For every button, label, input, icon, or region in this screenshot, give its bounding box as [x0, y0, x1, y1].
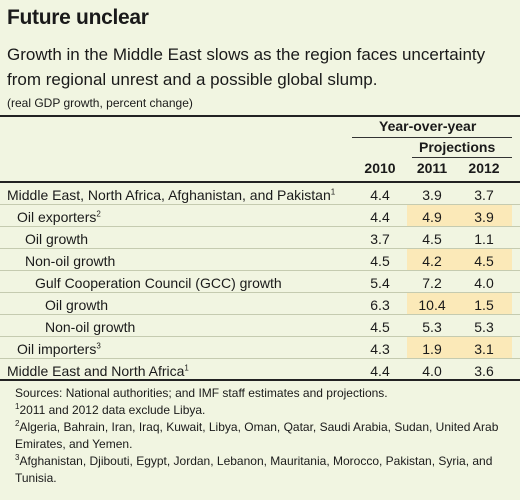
table-row: Non-oil growth 4.5 4.2 4.5 — [0, 249, 520, 271]
row-label: Non-oil growth — [25, 253, 116, 269]
footnote-2: 2Algeria, Bahrain, Iran, Iraq, Kuwait, L… — [15, 419, 499, 452]
value-2010: 4.4 — [370, 363, 390, 379]
header-rule — [0, 181, 520, 183]
value-2011: 1.9 — [422, 341, 442, 357]
table-row: Middle East, North Africa, Afghanistan, … — [0, 183, 520, 205]
footnote-1: 12011 and 2012 data exclude Libya. — [15, 402, 206, 418]
year-2012: 2012 — [468, 160, 500, 176]
value-2010: 4.5 — [370, 253, 390, 269]
projection-highlight — [407, 205, 512, 227]
projection-highlight — [407, 337, 512, 359]
growth-table: Year-over-year Projections 2010 2011 201… — [0, 116, 520, 178]
value-2010: 4.5 — [370, 319, 390, 335]
projection-highlight — [407, 249, 512, 271]
row-label: Gulf Cooperation Council (GCC) growth — [35, 275, 282, 291]
value-2012: 1.1 — [474, 231, 494, 247]
footnotes: Sources: National authorities; and IMF s… — [15, 385, 510, 487]
row-divider — [0, 226, 520, 227]
yoy-underline — [352, 137, 512, 138]
header-yoy: Year-over-year — [0, 116, 520, 136]
table-row: Gulf Cooperation Council (GCC) growth 5.4… — [0, 271, 520, 293]
row-label: Oil growth — [25, 231, 89, 247]
value-2012: 3.9 — [474, 209, 494, 225]
year-2011: 2011 — [416, 160, 448, 176]
row-label: Middle East, North Africa, Afghanistan, … — [7, 187, 336, 203]
row-divider — [0, 314, 520, 315]
value-2010: 5.4 — [370, 275, 390, 291]
footnote-3: 3Afghanistan, Djibouti, Egypt, Jordan, L… — [15, 453, 493, 486]
row-label: Non-oil growth — [45, 319, 136, 335]
value-2011: 5.3 — [422, 319, 442, 335]
value-2011: 10.4 — [418, 297, 446, 313]
value-2010: 4.4 — [370, 209, 390, 225]
top-rule — [0, 115, 520, 117]
row-label: Middle East and North Africa1 — [7, 363, 189, 379]
projections-underline — [412, 157, 512, 158]
bottom-rule — [0, 379, 520, 381]
value-2011: 4.5 — [422, 231, 442, 247]
value-2011: 4.9 — [422, 209, 442, 225]
value-2012: 1.5 — [474, 297, 494, 313]
row-label: Oil growth — [45, 297, 109, 313]
table-row: Oil growth 6.3 10.4 1.5 — [0, 293, 520, 315]
table-row: Non-oil growth 4.5 5.3 5.3 — [0, 315, 520, 337]
row-label: Oil importers3 — [17, 341, 101, 357]
value-2010: 3.7 — [370, 231, 390, 247]
value-2011: 3.9 — [422, 187, 442, 203]
value-2012: 4.5 — [474, 253, 494, 269]
row-divider — [0, 336, 520, 337]
row-divider — [0, 204, 520, 205]
value-2011: 7.2 — [422, 275, 442, 291]
header-projections: Projections — [0, 136, 520, 156]
value-2010: 4.3 — [370, 341, 390, 357]
row-divider — [0, 248, 520, 249]
value-2012: 3.1 — [474, 341, 494, 357]
table-title: Future unclear — [7, 6, 149, 29]
units-note: (real GDP growth, percent change) — [7, 96, 193, 110]
value-2010: 4.4 — [370, 187, 390, 203]
footnote-sources: Sources: National authorities; and IMF s… — [15, 386, 388, 400]
value-2011: 4.2 — [422, 253, 442, 269]
row-label: Oil exporters2 — [17, 209, 101, 225]
projection-highlight — [407, 293, 512, 315]
value-2012: 5.3 — [474, 319, 494, 335]
table-row: Middle East and North Africa1 4.4 4.0 3.6 — [0, 359, 520, 381]
year-2010: 2010 — [364, 160, 396, 176]
table-row: Oil importers3 4.3 1.9 3.1 — [0, 337, 520, 359]
row-divider — [0, 358, 520, 359]
header-projections-label: Projections — [419, 139, 496, 155]
row-divider — [0, 292, 520, 293]
table-row: Oil growth 3.7 4.5 1.1 — [0, 227, 520, 249]
value-2011: 4.0 — [422, 363, 442, 379]
value-2012: 3.7 — [474, 187, 494, 203]
table-row: Oil exporters2 4.4 4.9 3.9 — [0, 205, 520, 227]
value-2012: 3.6 — [474, 363, 494, 379]
header-yoy-label: Year-over-year — [379, 118, 477, 134]
value-2012: 4.0 — [474, 275, 494, 291]
row-divider — [0, 270, 520, 271]
table-subtitle: Growth in the Middle East slows as the r… — [7, 45, 486, 89]
value-2010: 6.3 — [370, 297, 390, 313]
year-header-row: 2010 2011 2012 — [0, 156, 520, 178]
